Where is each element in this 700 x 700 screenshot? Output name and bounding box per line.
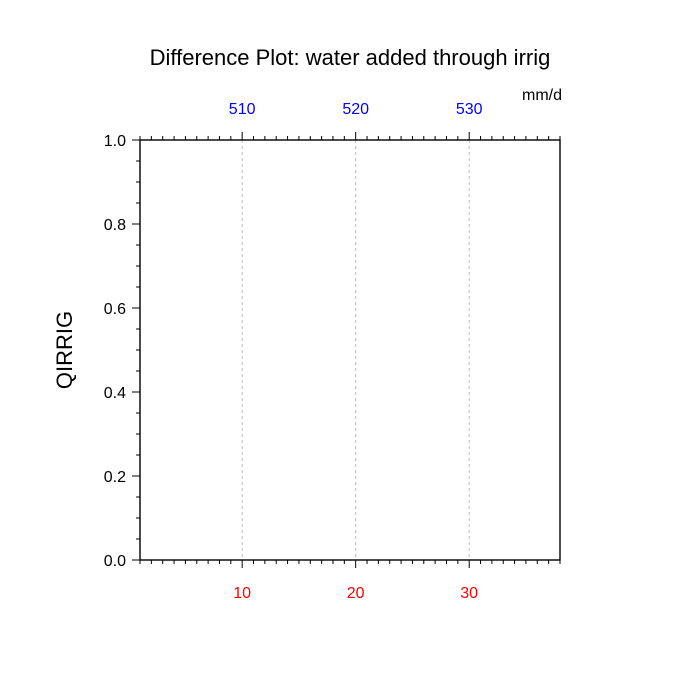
units-label: mm/d xyxy=(522,87,562,104)
top-tick-label: 530 xyxy=(456,101,483,118)
top-tick-label: 510 xyxy=(229,101,256,118)
grid-lines xyxy=(241,140,470,560)
chart-title: Difference Plot: water added through irr… xyxy=(150,45,551,70)
x-tick-label: 30 xyxy=(460,585,478,602)
top-tick-label: 520 xyxy=(342,101,369,118)
tick-labels: 0.0 0.2 0.4 0.6 0.8 1.0 10 20 30 510 520 530 xyxy=(104,101,483,602)
y-tick-label: 0.8 xyxy=(104,217,126,234)
x-tick-label: 10 xyxy=(233,585,251,602)
y-tick-label: 1.0 xyxy=(104,133,126,150)
y-tick-label: 0.4 xyxy=(104,385,126,402)
axis-ticks xyxy=(132,132,561,568)
y-tick-label: 0.2 xyxy=(104,469,126,486)
y-tick-label: 0.0 xyxy=(104,553,126,570)
plot-area xyxy=(139,139,561,561)
x-tick-label: 20 xyxy=(347,585,365,602)
y-tick-label: 0.6 xyxy=(104,301,126,318)
y-axis-label: QIRRIG xyxy=(52,311,77,389)
